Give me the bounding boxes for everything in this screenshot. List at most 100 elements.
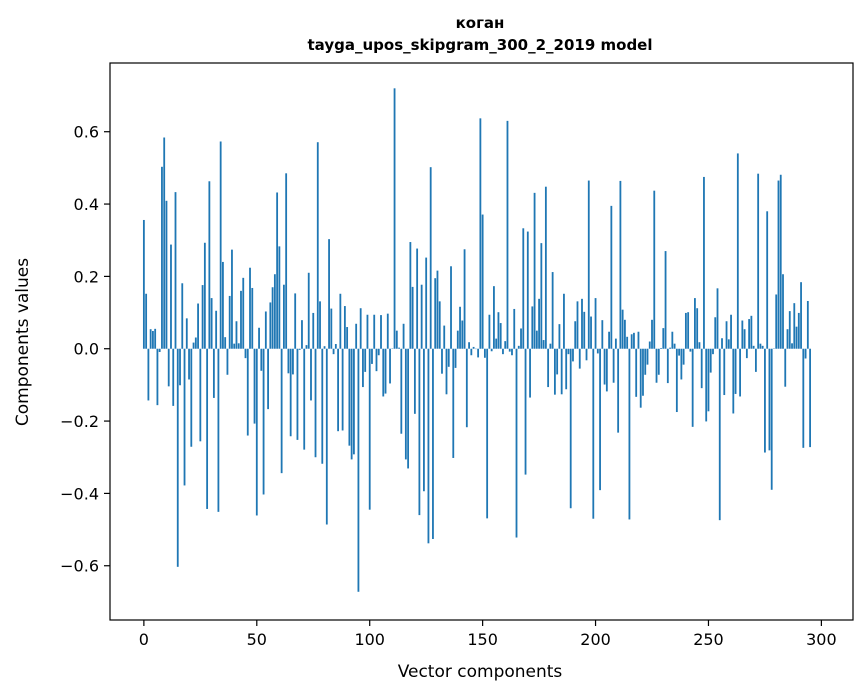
bar <box>316 142 319 349</box>
bar <box>199 348 202 442</box>
bar <box>323 346 326 349</box>
bar <box>423 348 425 492</box>
bar <box>610 205 613 349</box>
x-tick-label: 50 <box>247 630 267 649</box>
bar <box>447 348 450 367</box>
bar <box>409 242 412 349</box>
bar <box>754 348 757 372</box>
bar <box>707 348 710 412</box>
bar <box>730 314 732 349</box>
bar <box>228 295 231 349</box>
bar <box>411 286 414 349</box>
bar <box>407 348 410 469</box>
bar <box>556 348 559 375</box>
bar <box>594 298 597 349</box>
bar <box>461 320 464 349</box>
bar <box>553 348 556 395</box>
bar <box>368 348 371 510</box>
x-axis: 0 50 100 150 200 250 300 <box>139 620 837 649</box>
bar <box>206 348 209 509</box>
bar <box>260 348 263 371</box>
bar <box>531 306 534 349</box>
bar <box>197 303 199 349</box>
bar <box>183 348 186 486</box>
bar <box>576 301 579 349</box>
bar <box>398 347 400 349</box>
bar <box>222 261 224 349</box>
bar <box>224 337 227 349</box>
bar <box>682 348 685 365</box>
bar <box>386 313 389 349</box>
bar <box>535 330 538 349</box>
bar <box>493 286 495 349</box>
bar <box>373 314 376 349</box>
bar <box>660 348 662 349</box>
bar <box>721 338 723 349</box>
bar <box>454 348 457 368</box>
bar <box>526 231 529 349</box>
bar <box>596 348 599 354</box>
bar <box>210 298 213 349</box>
bar <box>305 345 308 349</box>
bar <box>748 319 751 349</box>
bar <box>495 338 498 349</box>
chart-title: коган <box>456 14 505 32</box>
bar <box>567 348 570 355</box>
x-tick-label: 0 <box>139 630 149 649</box>
bar <box>592 348 595 519</box>
bar <box>621 309 624 349</box>
bar <box>653 190 656 349</box>
bar <box>718 348 721 521</box>
y-tick-label: 0.4 <box>74 195 99 214</box>
x-tick-label: 100 <box>354 630 385 649</box>
bar <box>705 348 708 422</box>
bar <box>565 348 568 390</box>
bar <box>768 348 771 451</box>
bar <box>578 348 581 369</box>
bar <box>666 348 669 384</box>
x-axis-label: Vector components <box>398 662 563 682</box>
y-tick-label: 0.0 <box>74 340 99 359</box>
bar <box>362 348 364 388</box>
bar <box>508 348 511 352</box>
bar <box>413 348 416 414</box>
bar <box>194 337 197 349</box>
bar <box>481 214 484 349</box>
bar <box>590 316 592 349</box>
bar <box>759 343 762 349</box>
bar <box>282 284 285 349</box>
bar <box>743 329 746 349</box>
bar <box>264 311 267 349</box>
bar <box>366 314 369 349</box>
bar <box>479 118 482 349</box>
bar <box>544 186 547 349</box>
bar <box>278 246 281 349</box>
bar <box>651 319 653 349</box>
bar <box>319 301 321 349</box>
bar <box>757 173 760 349</box>
bar <box>646 348 649 365</box>
y-axis-label: Components values <box>13 258 33 426</box>
bar <box>242 277 245 349</box>
bar <box>657 348 660 375</box>
bar <box>152 331 154 349</box>
bar <box>384 348 387 394</box>
bar <box>359 308 362 349</box>
bar <box>542 340 545 349</box>
bar <box>307 272 310 349</box>
bar <box>490 348 493 352</box>
bar <box>745 348 748 359</box>
bar <box>752 345 755 349</box>
bar <box>488 314 491 349</box>
bar <box>456 330 459 349</box>
bar <box>294 293 297 349</box>
bar <box>671 331 674 349</box>
bar <box>804 348 807 359</box>
bar <box>725 321 728 349</box>
bar <box>637 331 640 349</box>
bar <box>332 348 335 355</box>
bar <box>371 348 373 364</box>
bar <box>714 317 717 349</box>
bar <box>314 348 317 458</box>
